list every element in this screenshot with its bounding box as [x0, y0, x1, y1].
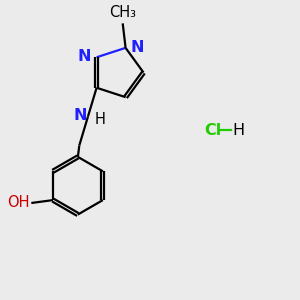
Text: H: H	[233, 123, 245, 138]
Text: Cl: Cl	[204, 123, 221, 138]
Text: N: N	[78, 49, 92, 64]
Text: H: H	[94, 112, 105, 127]
Text: CH₃: CH₃	[109, 5, 136, 20]
Text: N: N	[73, 108, 86, 123]
Text: OH: OH	[8, 196, 30, 211]
Text: N: N	[131, 40, 144, 56]
